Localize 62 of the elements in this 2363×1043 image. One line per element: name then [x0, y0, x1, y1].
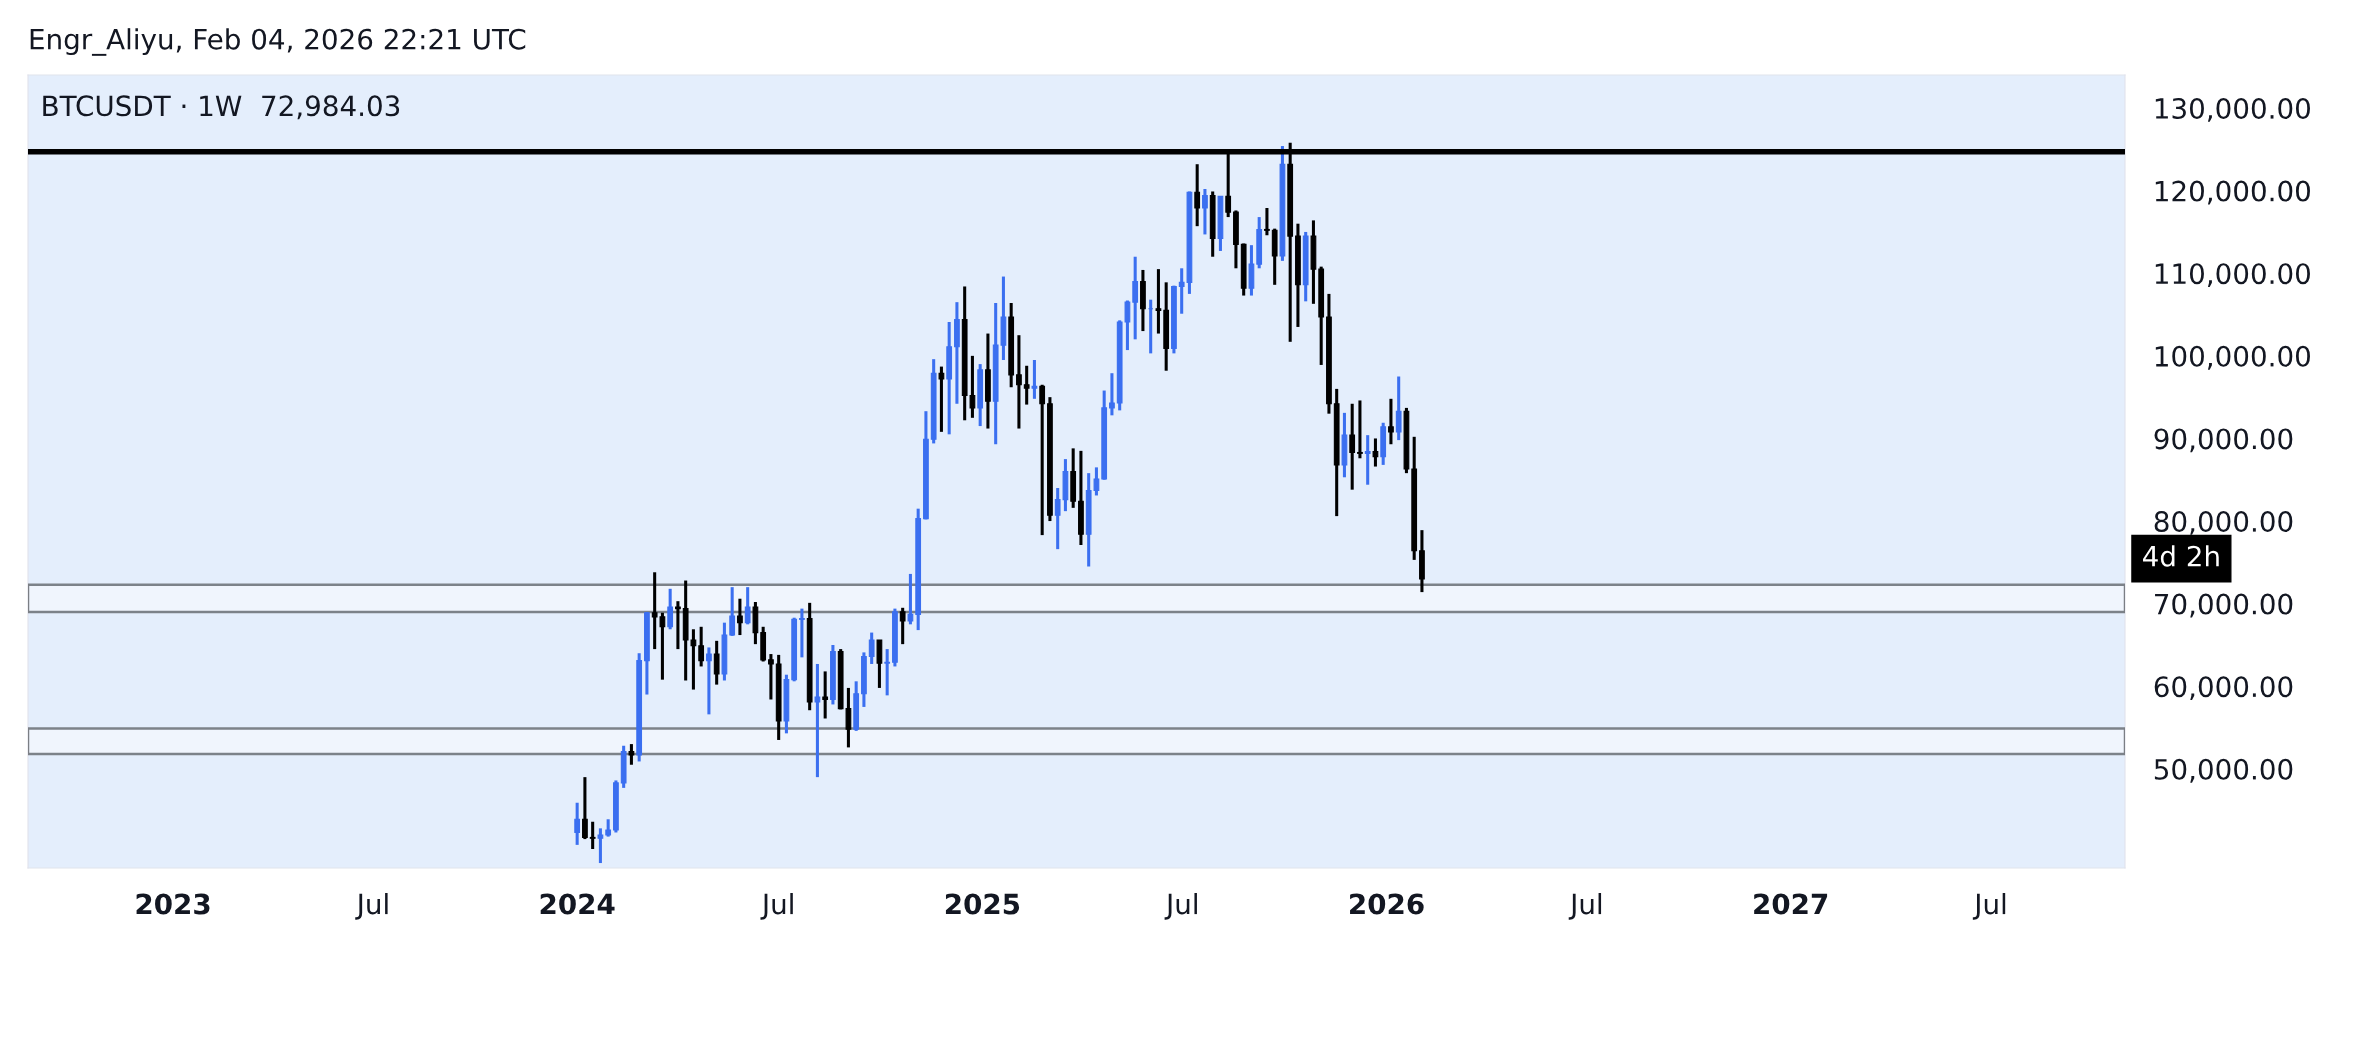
candlestick	[1132, 256, 1139, 340]
candlestick	[876, 639, 883, 688]
x-tick-label: Jul	[760, 893, 793, 920]
y-tick-label: 110,000.00	[2155, 263, 2310, 288]
x-tick-label: Jul	[1164, 893, 1197, 920]
y-tick-label: 60,000.00	[2154, 676, 2293, 701]
candlestick	[1372, 438, 1379, 467]
candlestick	[1264, 207, 1270, 236]
y-tick-label: 130,000.00	[2155, 97, 2310, 122]
candlestick	[1395, 376, 1402, 442]
text: 4d 2h	[2143, 545, 2219, 567]
candlestick	[597, 828, 604, 865]
candlestick	[1155, 269, 1162, 334]
y-tick-label: 70,000.00	[2155, 593, 2293, 618]
candlestick	[729, 587, 736, 636]
candlestick	[628, 744, 635, 765]
y-tick-label: 50,000.00	[2154, 758, 2293, 783]
x-tick-label: 2026	[1350, 893, 1424, 915]
candlestick	[1248, 245, 1255, 296]
x-tick-label: Jul	[1568, 893, 1602, 920]
candlestick	[1349, 403, 1356, 490]
candlestick	[1023, 364, 1030, 405]
y-tick-label: 100,000.00	[2155, 345, 2310, 370]
x-tick-label: 2023	[136, 893, 210, 915]
candlestick	[899, 606, 906, 646]
text: BTCUSDT · 1W 72,984.03	[43, 95, 400, 120]
y-tick-label: 120,000.00	[2155, 180, 2310, 205]
candlestick	[1109, 373, 1115, 416]
candlestick	[737, 598, 743, 637]
candlestick	[768, 654, 774, 700]
x-tick-label: 2027	[1754, 893, 1828, 915]
candlestick	[744, 587, 751, 625]
y-tick-label: 90,000.00	[2154, 428, 2293, 453]
candlestick	[814, 662, 821, 779]
candlestick	[713, 639, 720, 685]
candlestick	[1364, 435, 1371, 485]
candlestick	[1357, 400, 1363, 459]
candlestick	[799, 608, 805, 658]
candlestick	[1388, 397, 1394, 445]
candlestick	[1039, 383, 1046, 537]
x-tick-label: 2025	[945, 893, 1020, 915]
candlestick	[574, 802, 581, 845]
candlestick	[1202, 188, 1208, 235]
candlestick	[589, 821, 596, 849]
text: Engr_Aliyu, Feb 04, 2026 22:21 UTC	[30, 28, 526, 56]
candlestick	[1031, 359, 1038, 399]
candlestick	[706, 647, 712, 715]
x-tick-label: Jul	[1972, 893, 2006, 920]
candlestick	[822, 671, 829, 719]
candlestick	[868, 632, 875, 664]
candlestick	[698, 625, 705, 667]
y-tick-label: 80,000.00	[2154, 511, 2293, 535]
candlestick	[938, 366, 945, 432]
candlestick	[582, 777, 588, 841]
candlestick	[667, 587, 674, 630]
candlestick	[675, 601, 681, 651]
candlestick	[1194, 164, 1201, 228]
candlestick	[907, 572, 914, 625]
candlestick	[884, 649, 891, 696]
x-tick-label: 2024	[540, 893, 615, 915]
x-tick-label: Jul	[355, 893, 388, 920]
candlestick	[1016, 335, 1022, 429]
